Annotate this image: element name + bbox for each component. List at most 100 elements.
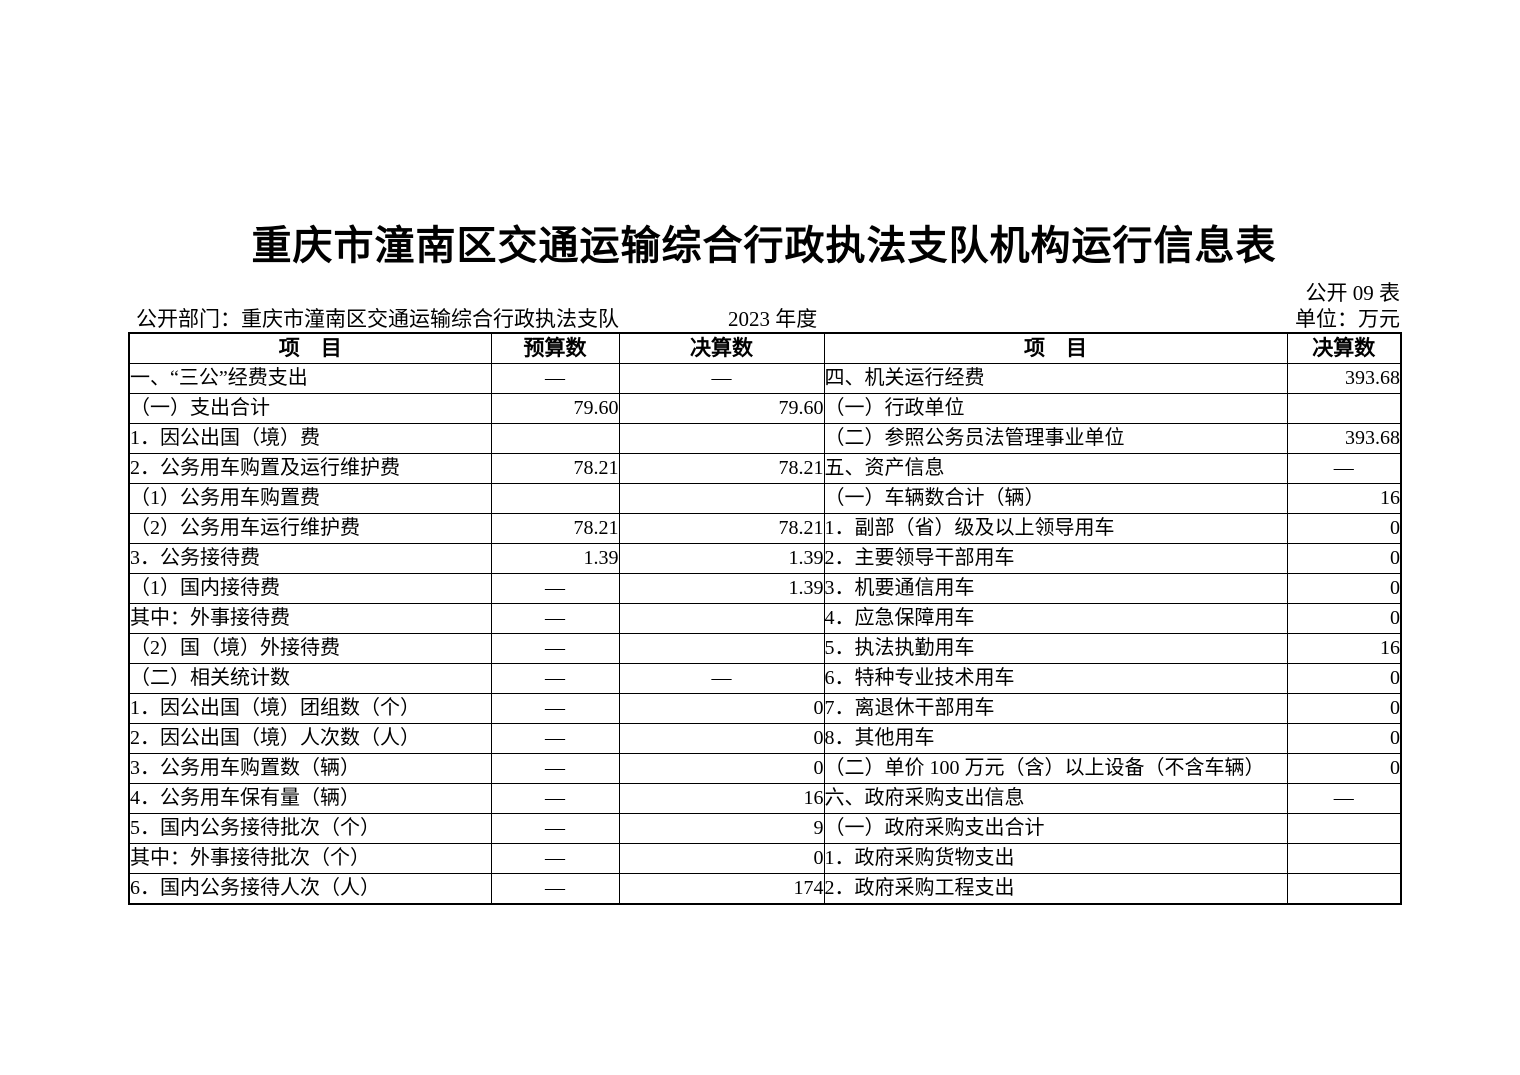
table-row: 1．因公出国（境）费 （二）参照公务员法管理事业单位 393.68 [128, 423, 1402, 454]
table-row: （2）国（境）外接待费 — 5．执法执勤用车 16 [128, 633, 1402, 664]
item-cell-left: 一、“三公”经费支出 [128, 363, 492, 394]
final-cell-left: 0 [618, 693, 825, 724]
item-cell-left: 1．因公出国（境）费 [128, 423, 492, 454]
item-cell-right: 2．主要领导干部用车 [823, 543, 1288, 574]
item-cell-right: 5．执法执勤用车 [823, 633, 1288, 664]
item-cell-right: 1．政府采购货物支出 [823, 843, 1288, 874]
page-title: 重庆市潼南区交通运输综合行政执法支队机构运行信息表 [251, 223, 1277, 268]
budget-cell: 79.60 [490, 393, 620, 424]
final-cell-right: — [1286, 453, 1402, 484]
item-cell-right: （二）单价 100 万元（含）以上设备（不含车辆） [823, 753, 1288, 784]
table-row: 2．公务用车购置及运行维护费 78.21 78.21 五、资产信息 — [128, 453, 1402, 484]
table-row: 3．公务用车购置数（辆） —0 （二）单价 100 万元（含）以上设备（不含车辆） 0 [128, 753, 1402, 784]
final-cell-left [618, 603, 825, 634]
item-cell-left: （1）国内接待费 [128, 573, 492, 604]
final-cell-left [618, 483, 825, 514]
final-cell-left: 0 [618, 723, 825, 754]
header-item-right: 项 目 [823, 332, 1288, 364]
table-row: 4．公务用车保有量（辆） —16 六、政府采购支出信息 — [128, 783, 1402, 814]
budget-cell: — [490, 723, 620, 754]
item-cell-right: 五、资产信息 [823, 453, 1288, 484]
table-row: （2）公务用车运行维护费 78.21 78.21 1．副部（省）级及以上领导用车 0 [128, 513, 1402, 544]
final-cell-left: 0 [618, 753, 825, 784]
item-cell-left: 5．国内公务接待批次（个） [128, 813, 492, 844]
final-cell-right: 0 [1286, 693, 1402, 724]
final-cell-right: 0 [1286, 723, 1402, 754]
budget-cell: 1.39 [490, 543, 620, 574]
header-budget: 预算数 [490, 332, 620, 364]
final-cell-right: 16 [1286, 633, 1402, 664]
item-cell-left: 3．公务接待费 [128, 543, 492, 574]
final-cell-right: 393.68 [1286, 423, 1402, 454]
item-cell-right: 四、机关运行经费 [823, 363, 1288, 394]
table-code-label: 公开 09 表 [1305, 281, 1401, 305]
budget-cell: — [490, 813, 620, 844]
final-cell-left: 9 [618, 813, 825, 844]
item-cell-left: 2．公务用车购置及运行维护费 [128, 453, 492, 484]
final-cell-right: 0 [1286, 573, 1402, 604]
item-cell-left: 2．因公出国（境）人次数（人） [128, 723, 492, 754]
final-cell-right [1286, 393, 1402, 424]
budget-cell: — [490, 603, 620, 634]
budget-cell: 78.21 [490, 513, 620, 544]
final-cell-left: 0 [618, 843, 825, 874]
item-cell-right: 7．离退休干部用车 [823, 693, 1288, 724]
table-row: 1．因公出国（境）团组数（个） —0 7．离退休干部用车 0 [128, 693, 1402, 724]
budget-cell: — [490, 633, 620, 664]
final-cell-left: 1.39 [618, 543, 825, 574]
table-row: （1）公务用车购置费 （一）车辆数合计（辆） 16 [128, 483, 1402, 514]
header-item-left: 项 目 [128, 332, 492, 364]
budget-cell: — [490, 783, 620, 814]
final-cell-right: 0 [1286, 513, 1402, 544]
budget-cell: — [490, 363, 620, 394]
table-row: 5．国内公务接待批次（个） —9 （一）政府采购支出合计 [128, 813, 1402, 844]
final-cell-right: 0 [1286, 753, 1402, 784]
meta-line: 公开部门：重庆市潼南区交通运输综合行政执法支队 2023 年度 单位：万元 [128, 303, 1400, 331]
item-cell-right: 6．特种专业技术用车 [823, 663, 1288, 694]
item-cell-left: （二）相关统计数 [128, 663, 492, 694]
item-cell-right: 3．机要通信用车 [823, 573, 1288, 604]
item-cell-left: （一）支出合计 [128, 393, 492, 424]
budget-cell: — [490, 843, 620, 874]
header-final-left: 决算数 [618, 332, 825, 364]
item-cell-right: （二）参照公务员法管理事业单位 [823, 423, 1288, 454]
final-cell-right [1286, 843, 1402, 874]
final-cell-left: 174 [618, 873, 825, 905]
item-cell-left: 1．因公出国（境）团组数（个） [128, 693, 492, 724]
budget-cell: — [490, 663, 620, 694]
item-cell-right: 六、政府采购支出信息 [823, 783, 1288, 814]
table-body: 一、“三公”经费支出 — — 四、机关运行经费 393.68 （一）支出合计 79.60 79… [128, 363, 1402, 905]
table-row: 2．因公出国（境）人次数（人） —0 8．其他用车 0 [128, 723, 1402, 754]
table-row: 其中：外事接待批次（个） —0 1．政府采购货物支出 [128, 843, 1402, 874]
header-final-right: 决算数 [1286, 332, 1402, 364]
budget-cell: — [490, 753, 620, 784]
operation-info-table: 项 目 预算数 决算数 项 目 决算数 一、“三公”经费支出 — — 四、机关运行经费… [128, 332, 1402, 905]
budget-cell: — [490, 873, 620, 905]
item-cell-left: （1）公务用车购置费 [128, 483, 492, 514]
final-cell-left [618, 423, 825, 454]
final-cell-left: 1.39 [618, 573, 825, 604]
item-cell-right: （一）政府采购支出合计 [823, 813, 1288, 844]
budget-cell: 78.21 [490, 453, 620, 484]
budget-cell [490, 423, 620, 454]
item-cell-right: （一）行政单位 [823, 393, 1288, 424]
final-cell-right: 0 [1286, 603, 1402, 634]
item-cell-left: 3．公务用车购置数（辆） [128, 753, 492, 784]
final-cell-left: — [618, 663, 825, 694]
table-row: 其中：外事接待费 — 4．应急保障用车 0 [128, 603, 1402, 634]
table-row: 一、“三公”经费支出 — — 四、机关运行经费 393.68 [128, 363, 1402, 394]
final-cell-right [1286, 813, 1402, 844]
item-cell-left: 6．国内公务接待人次（人） [128, 873, 492, 905]
final-cell-left: 16 [618, 783, 825, 814]
item-cell-right: （一）车辆数合计（辆） [823, 483, 1288, 514]
budget-cell: — [490, 693, 620, 724]
final-cell-left [618, 633, 825, 664]
item-cell-left: 其中：外事接待费 [128, 603, 492, 634]
item-cell-left: （2）国（境）外接待费 [128, 633, 492, 664]
table-row: （1）国内接待费 —1.39 3．机要通信用车 0 [128, 573, 1402, 604]
year-label: 2023 年度 [728, 307, 818, 331]
final-cell-left: — [618, 363, 825, 394]
item-cell-left: （2）公务用车运行维护费 [128, 513, 492, 544]
table-row: 3．公务接待费 1.39 1.39 2．主要领导干部用车 0 [128, 543, 1402, 574]
